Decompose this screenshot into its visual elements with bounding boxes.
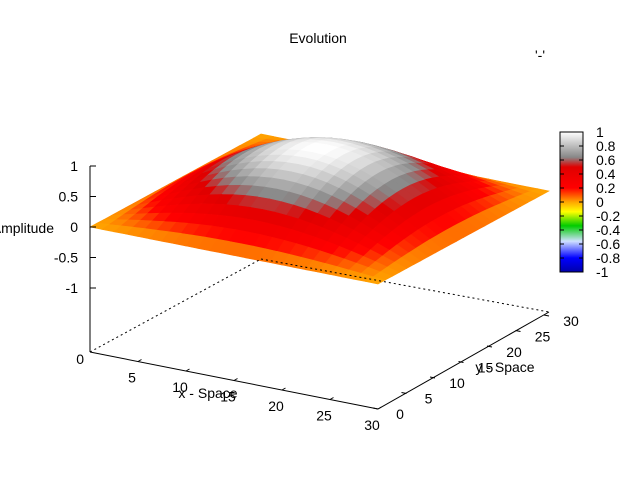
x-tick-label: 15 xyxy=(220,389,236,405)
x-tick-label: 10 xyxy=(172,379,188,395)
colorbar-tick-label: 0.4 xyxy=(596,166,616,182)
z-tick-label: 1 xyxy=(70,158,78,174)
corner-mark: '-' xyxy=(535,47,545,63)
y-tick-label: 0 xyxy=(396,406,404,422)
x-tick-label: 20 xyxy=(268,398,284,414)
y-tick-mark xyxy=(515,330,521,332)
y-tick-label: 15 xyxy=(478,360,494,376)
y-tick-mark xyxy=(543,314,550,317)
x-tick-label: 30 xyxy=(364,417,380,433)
z-ticks: 1 0.5 0 -0.5 -1 xyxy=(54,158,96,296)
x-tick-mark xyxy=(185,368,190,372)
colorbar-tick-label: -0.6 xyxy=(596,236,620,252)
y-tick-label: 10 xyxy=(449,375,465,391)
back-x-edge xyxy=(260,258,550,313)
back-y-edge xyxy=(89,258,262,353)
z-tick-label: -0.5 xyxy=(54,250,78,266)
z-tick-label: 0 xyxy=(70,219,78,235)
x-tick-label: 25 xyxy=(316,408,332,424)
colorbar-tick-label: -0.2 xyxy=(596,208,620,224)
x-tick-label: 5 xyxy=(128,370,136,386)
colorbar-tick-label: -1 xyxy=(596,264,609,280)
x-tick-mark xyxy=(329,397,334,400)
colorbar-tick-label: -0.8 xyxy=(596,250,620,266)
y-ticks: 0 5 10 15 20 25 30 xyxy=(372,313,579,422)
x-tick-mark xyxy=(281,387,286,391)
y-tick-mark xyxy=(458,361,464,363)
x-ticks: 5 10 15 20 25 30 xyxy=(128,359,382,433)
y-axis-line xyxy=(377,311,550,410)
y-tick-mark xyxy=(372,407,379,410)
colorbar-tick-label: -0.4 xyxy=(596,222,620,238)
colorbar-tick-label: 0.2 xyxy=(596,180,616,196)
z-axis-label: Amplitude xyxy=(0,220,54,236)
y-tick-mark xyxy=(486,345,493,348)
x-tick-mark xyxy=(377,406,382,410)
surface xyxy=(89,133,550,285)
colorbar-tick-label: 0.6 xyxy=(596,152,616,168)
colorbar-tick-label: 1 xyxy=(596,124,604,140)
z-base-label: 0 xyxy=(76,351,84,367)
colorbar-tick-label: 0 xyxy=(596,194,604,210)
y-tick-mark xyxy=(401,392,407,394)
x-axis-label: x - Space xyxy=(178,385,237,401)
y-tick-label: 5 xyxy=(425,391,433,407)
colorbar-ticks: 10.80.60.40.20-0.2-0.4-0.6-0.8-1 xyxy=(560,124,620,280)
y-tick-label: 20 xyxy=(506,344,522,360)
x-tick-mark xyxy=(233,378,238,381)
y-axis-label: y - Space xyxy=(475,359,534,375)
colorbar: 10.80.60.40.20-0.2-0.4-0.6-0.8-1 xyxy=(559,124,620,280)
y-tick-label: 30 xyxy=(563,313,579,329)
z-tick-label: 0.5 xyxy=(59,189,79,205)
y-tick-mark xyxy=(429,376,436,379)
y-tick-label: 25 xyxy=(535,329,551,345)
colorbar-tick-label: 0.8 xyxy=(596,138,616,154)
z-tick-label: -1 xyxy=(66,280,79,296)
x-tick-mark xyxy=(137,359,142,362)
chart-title: Evolution xyxy=(289,30,347,46)
